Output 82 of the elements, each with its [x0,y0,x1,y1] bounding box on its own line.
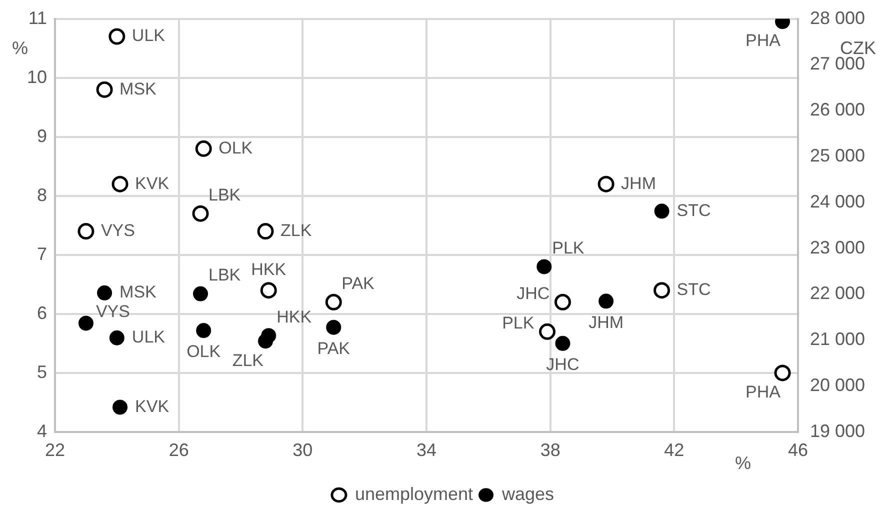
data-label: ZLK [232,350,264,370]
data-label: STC [676,200,711,220]
data-label: STC [676,280,711,300]
data-label: JHC [546,355,580,374]
y2-tick-label: 26 000 [810,100,866,120]
x-tick-label: 30 [292,440,313,460]
point [112,176,128,192]
point [598,294,614,309]
point [257,223,274,240]
y-tick-label: 7 [36,244,47,264]
data-label: PHA [746,31,782,50]
x-tick-label: 38 [540,440,560,460]
legend-label: unemployment [354,484,474,504]
data-label: PLK [552,238,585,258]
x-axis-title: % [734,452,752,473]
legend-label: wages [501,484,554,504]
point [78,223,94,240]
y2-tick-label: 25 000 [810,146,866,166]
point [96,81,113,98]
data-label: ULK [132,26,166,46]
point [261,328,276,344]
data-label: PHA [746,382,782,402]
data-label: JHM [621,174,656,193]
data-label: JHM [588,312,624,332]
data-label: OLK [218,138,254,158]
data-label: OLK [186,342,222,362]
point [195,140,212,157]
y2-tick-label: 23 000 [810,237,866,258]
x-tick-label: 26 [168,440,189,460]
y-tick-label: 8 [36,184,47,205]
point [654,282,670,299]
point [192,205,209,222]
x-tick-label: 46 [788,440,808,460]
data-label: LBK [208,185,242,204]
point [78,316,94,331]
point [774,364,791,382]
y-tick-label: 9 [36,126,47,146]
point [108,28,126,45]
point [536,259,552,274]
point [598,176,614,192]
data-label: MSK [120,282,158,302]
y2-tick-label: 19 000 [810,420,866,441]
data-label: MSK [120,79,158,98]
point [538,323,556,340]
data-label: ULK [132,328,166,347]
data-label: HKK [276,307,312,326]
data-label: PAK [342,274,376,293]
data-label: VYS [100,220,135,240]
y-tick-label: 4 [36,420,47,441]
x-tick-label: 34 [416,440,437,460]
data-label: KVK [135,174,170,193]
data-label: VYS [96,302,130,321]
point [555,336,570,351]
point [260,282,277,299]
y-axis-title: % [12,38,28,58]
y2-tick-label: 24 000 [810,191,866,212]
y2-tick-label: 22 000 [810,283,866,304]
point [325,294,342,310]
point [326,320,342,335]
point [109,330,124,346]
y-tick-label: 11 [28,8,47,28]
point [654,204,670,219]
data-label: JHC [516,284,550,303]
y2-tick-label: 21 000 [810,329,866,350]
point [112,400,128,415]
data-label: PLK [502,313,535,332]
y2-tick-label: 28 000 [810,8,866,28]
point [554,294,571,310]
data-label: LBK [208,265,242,284]
data-label: KVK [135,396,170,416]
data-label: HKK [251,260,287,280]
y2-tick-label: 20 000 [810,375,866,396]
point [97,285,112,300]
x-tick-label: 22 [44,440,66,460]
y-tick-label: 10 [26,66,47,87]
x-tick-label: 42 [664,440,684,460]
point [193,286,208,302]
data-label: PAK [317,339,351,358]
point [196,323,212,338]
data-label: ZLK [280,220,312,240]
y-tick-label: 5 [36,362,47,382]
y-tick-label: 6 [36,302,47,323]
